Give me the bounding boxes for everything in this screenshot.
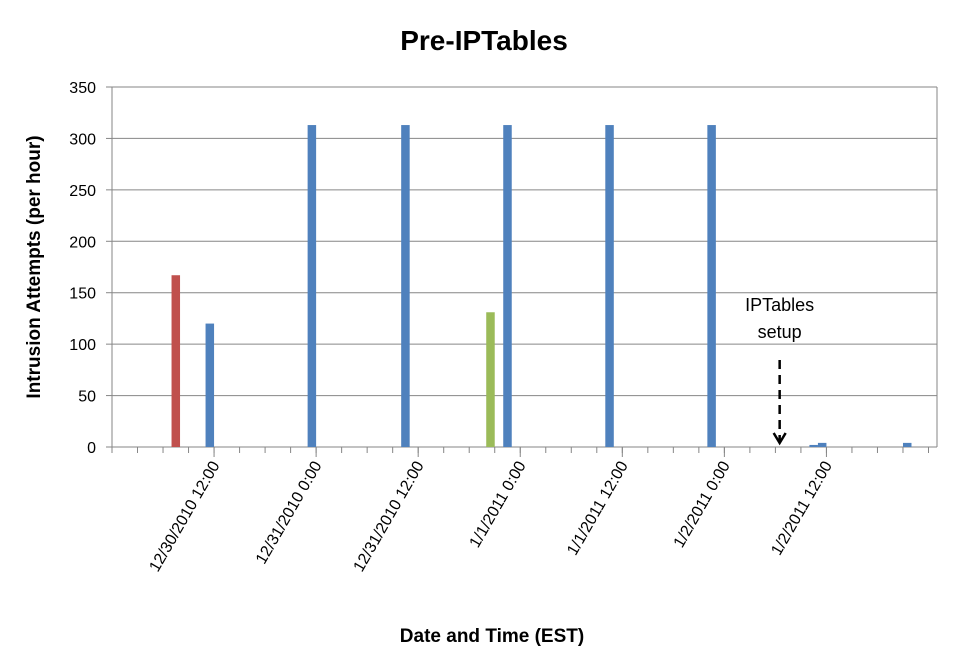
y-tick-label: 100 [69, 337, 96, 354]
x-tick-label: 1/1/2011 12:00 [564, 458, 632, 558]
x-tick-label: 1/2/2011 12:00 [768, 458, 836, 558]
bar [486, 312, 495, 447]
bar [503, 125, 512, 448]
y-tick-label: 250 [69, 183, 96, 200]
y-tick-label: 350 [69, 80, 96, 97]
bar [205, 323, 215, 447]
y-axis-label: Intrusion Attempts (per hour) [24, 135, 45, 398]
x-tick-label: 12/31/2010 0:00 [253, 458, 326, 567]
bar [605, 125, 614, 448]
bar [817, 442, 827, 447]
annotation-arrowhead [772, 432, 787, 446]
bar [307, 125, 317, 448]
y-tick-label: 0 [87, 440, 96, 457]
chart-title: Pre-IPTables [400, 25, 568, 56]
annotation-text: IPTables [745, 295, 814, 315]
y-tick-label: 300 [69, 131, 96, 148]
annotation-text: setup [758, 322, 802, 342]
bar [809, 444, 818, 447]
y-tick-label: 150 [69, 286, 96, 303]
x-tick-label: 1/1/2011 0:00 [467, 458, 530, 550]
x-tick-label: 12/31/2010 12:00 [351, 458, 428, 574]
y-tick-label: 200 [69, 234, 96, 251]
bar [707, 125, 716, 448]
bar [902, 442, 912, 447]
y-tick-label: 50 [78, 389, 96, 406]
bar [401, 125, 410, 448]
bar [171, 275, 181, 447]
x-tick-label: 12/30/2010 12:00 [147, 458, 224, 574]
x-tick-label: 1/2/2011 0:00 [671, 458, 734, 550]
x-axis-label: Date and Time (EST) [400, 626, 584, 647]
